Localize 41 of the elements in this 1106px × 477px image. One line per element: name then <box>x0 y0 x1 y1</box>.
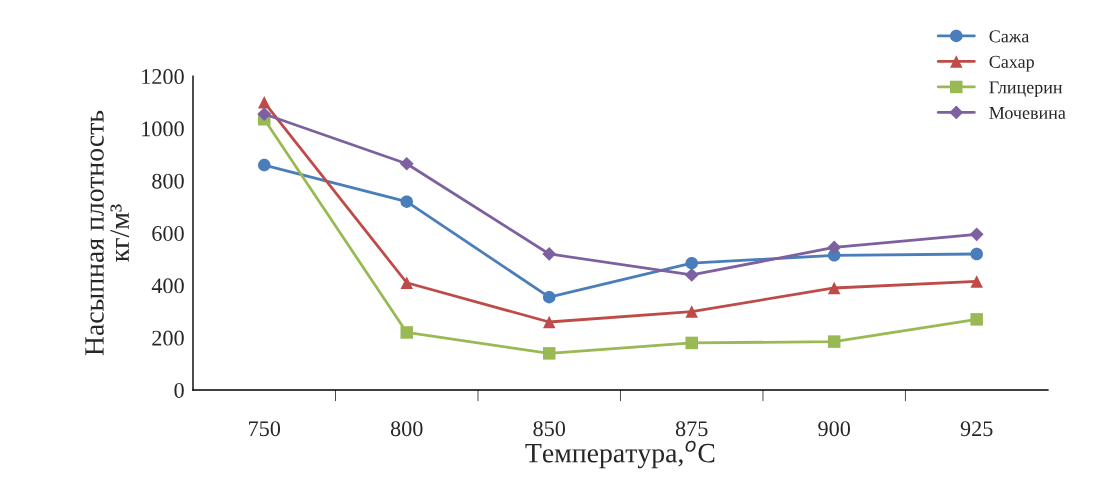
y-tick-label: 600 <box>152 225 184 241</box>
point <box>685 256 698 270</box>
point <box>970 313 983 326</box>
y-tick-label: 800 <box>152 173 184 189</box>
x-tick-label: 900 <box>818 421 851 437</box>
point <box>827 335 841 348</box>
point <box>257 158 271 172</box>
point <box>400 195 413 208</box>
x-tick-label: 925 <box>960 421 993 437</box>
y-tick-label: 0 <box>174 382 184 398</box>
point <box>970 275 983 288</box>
x-tick-label: 750 <box>249 421 281 437</box>
point <box>542 315 556 329</box>
legend-label: Мочевина <box>989 106 1066 119</box>
point <box>685 305 698 318</box>
point <box>257 107 272 121</box>
legend-label: Сажа <box>989 30 1030 43</box>
y-tick-label: 400 <box>151 278 184 294</box>
point <box>685 336 698 350</box>
point <box>257 96 271 109</box>
y-tick-label: 1000 <box>142 121 184 137</box>
point <box>969 227 984 242</box>
legend-label: Сахар <box>989 55 1034 72</box>
point <box>827 240 842 255</box>
legend-label: Глицерин <box>989 81 1063 98</box>
point <box>542 347 556 360</box>
point <box>827 281 841 295</box>
point <box>400 276 413 290</box>
x-axis-title: Температура,$^{o}$C <box>525 440 715 469</box>
y-axis-title: Насыпная плотность кг/м³ <box>85 110 130 356</box>
x-tick-label: 850 <box>533 421 566 437</box>
x-tick-label: 875 <box>675 421 708 437</box>
x-tick-label: 800 <box>390 421 423 437</box>
y-tick-label: 200 <box>152 330 184 346</box>
point <box>542 290 556 304</box>
point <box>970 247 983 261</box>
point <box>684 268 699 282</box>
y-tick-label: 1200 <box>142 69 184 85</box>
point <box>399 156 414 171</box>
point <box>400 326 413 339</box>
point <box>542 247 557 261</box>
